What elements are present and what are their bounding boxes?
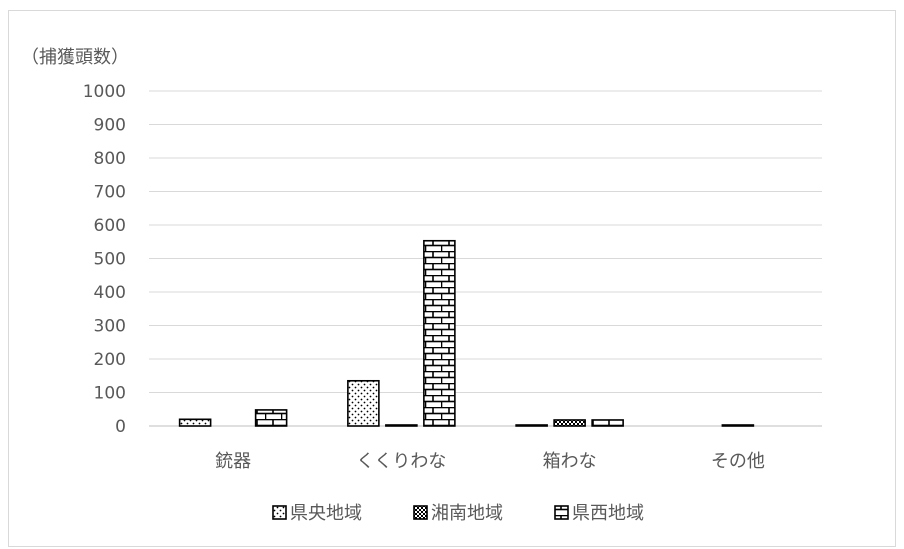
legend-label: 県央地域 xyxy=(290,503,362,524)
bar-dots-2 xyxy=(515,424,548,427)
y-tick-label: 200 xyxy=(94,350,126,370)
bar-bricks-0 xyxy=(254,409,288,427)
bar-checker-3 xyxy=(721,424,755,427)
x-category-label: くくりわな xyxy=(356,451,446,472)
legend-label: 県西地域 xyxy=(572,503,644,524)
bar-dots-1 xyxy=(347,379,380,427)
y-tick-label: 100 xyxy=(94,384,126,404)
y-tick-label: 0 xyxy=(115,417,126,437)
y-axis-ticks: 0 100 200 300 400 500 600 700 800 900 1000 xyxy=(83,82,126,437)
x-axis-categories: 銃器 くくりわな 箱わな その他 xyxy=(215,451,765,472)
x-category-label: その他 xyxy=(711,451,765,472)
bar-chart: （捕獲頭数） 01002003004005006007008009001000 … xyxy=(21,47,822,524)
bars xyxy=(178,239,755,427)
legend-swatch xyxy=(413,505,428,520)
y-tick-label: 1000 xyxy=(83,82,126,102)
legend: 県央地域 湘南地域 県西地域 xyxy=(272,503,644,524)
y-tick-label: 400 xyxy=(94,283,126,303)
y-tick-label: 800 xyxy=(94,149,126,169)
legend-label: 湘南地域 xyxy=(431,503,503,524)
gridlines xyxy=(149,90,822,427)
legend-item: 県西地域 xyxy=(554,503,644,524)
bar-checker-2 xyxy=(553,419,586,427)
bar-bricks-2 xyxy=(591,419,624,427)
bar-bricks-1 xyxy=(423,239,456,427)
chart-frame: （捕獲頭数） 0 100 200 300 400 500 600 700 800 900 1000 … xyxy=(8,10,896,547)
y-tick-label: 700 xyxy=(94,183,126,203)
y-tick-label: 600 xyxy=(94,216,126,236)
y-tick-label: 900 xyxy=(94,116,126,136)
legend-swatch xyxy=(554,505,569,520)
legend-swatch xyxy=(272,505,287,520)
y-tick-label: 300 xyxy=(94,317,126,337)
bar-checker-1 xyxy=(385,424,418,427)
legend-item: 湘南地域 xyxy=(413,503,503,524)
legend-item: 県央地域 xyxy=(272,503,362,524)
y-tick-label: 500 xyxy=(94,250,126,270)
x-category-label: 銃器 xyxy=(215,451,251,472)
x-category-label: 箱わな xyxy=(543,451,597,472)
bar-dots-0 xyxy=(178,418,212,427)
y-unit-label: （捕獲頭数） xyxy=(21,47,129,68)
